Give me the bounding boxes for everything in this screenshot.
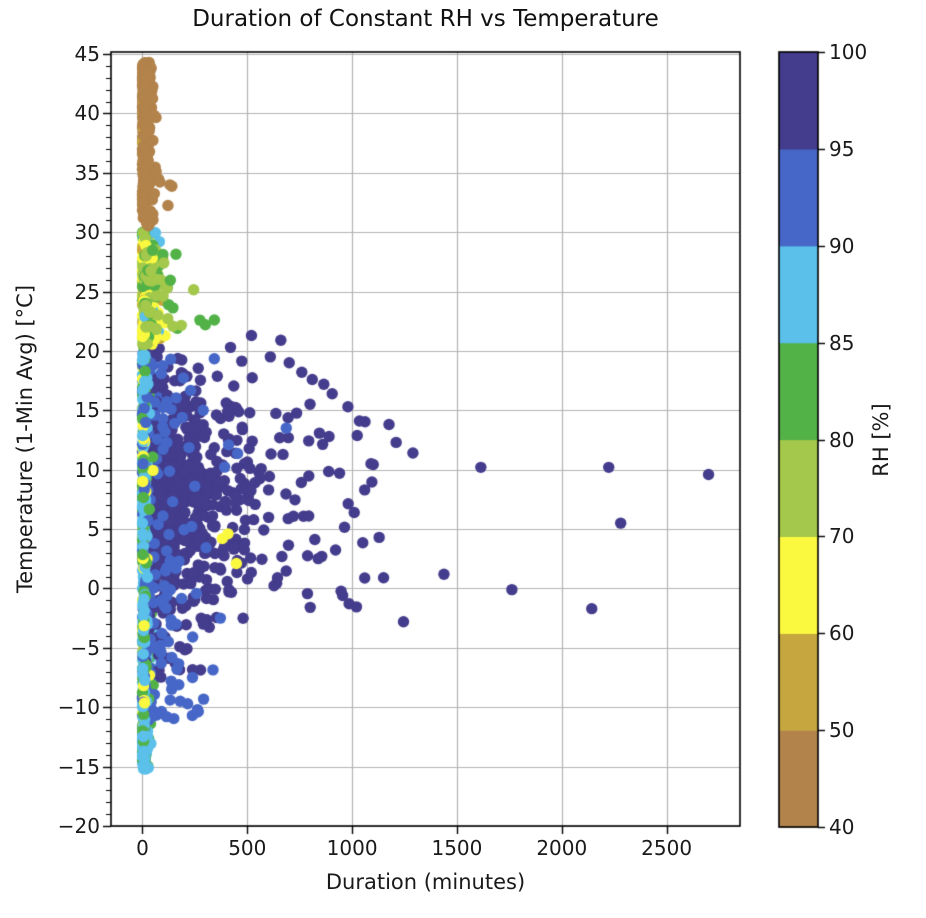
y-tick-label: 30 <box>74 220 100 245</box>
y-tick-label: 10 <box>74 457 100 482</box>
y-tick-label: 45 <box>74 42 100 67</box>
y-tick-label: 20 <box>74 338 100 363</box>
colorbar-tick-label: 95 <box>829 136 855 161</box>
y-tick-label: 25 <box>74 279 100 304</box>
y-tick-label: −10 <box>57 695 100 720</box>
colorbar-tick-label: 100 <box>829 40 868 64</box>
x-axis-label: Duration (minutes) <box>325 870 526 894</box>
y-tick-label: −5 <box>70 635 100 660</box>
y-tick-label: 5 <box>87 517 100 542</box>
y-tick-label: 35 <box>74 160 100 185</box>
colorbar-tick-label: 90 <box>829 233 855 258</box>
x-tick-label: 0 <box>136 836 149 860</box>
chart-title: Duration of Constant RH vs Temperature <box>192 6 659 32</box>
y-tick-label: 40 <box>74 101 100 126</box>
x-tick-label: 1500 <box>431 836 483 860</box>
colorbar-tick-label: 50 <box>829 718 855 743</box>
colorbar-tick-label: 85 <box>829 330 855 355</box>
colorbar-tick-label: 60 <box>829 621 855 646</box>
y-axis-label: Temperature (1-Min Avg) [°C] <box>13 284 37 594</box>
y-tick-label: −15 <box>57 754 100 779</box>
colorbar-tick-label: 80 <box>829 427 855 452</box>
colorbar-tick-label: 40 <box>829 815 855 839</box>
colorbar-tick-label: 70 <box>829 524 855 549</box>
y-tick-label: 0 <box>87 576 100 601</box>
x-tick-label: 2000 <box>536 836 588 860</box>
x-tick-label: 2500 <box>641 836 693 860</box>
y-tick-label: 15 <box>74 398 100 423</box>
x-tick-label: 500 <box>228 836 267 860</box>
y-tick-label: −20 <box>57 814 100 838</box>
x-tick-label: 1000 <box>326 836 378 860</box>
